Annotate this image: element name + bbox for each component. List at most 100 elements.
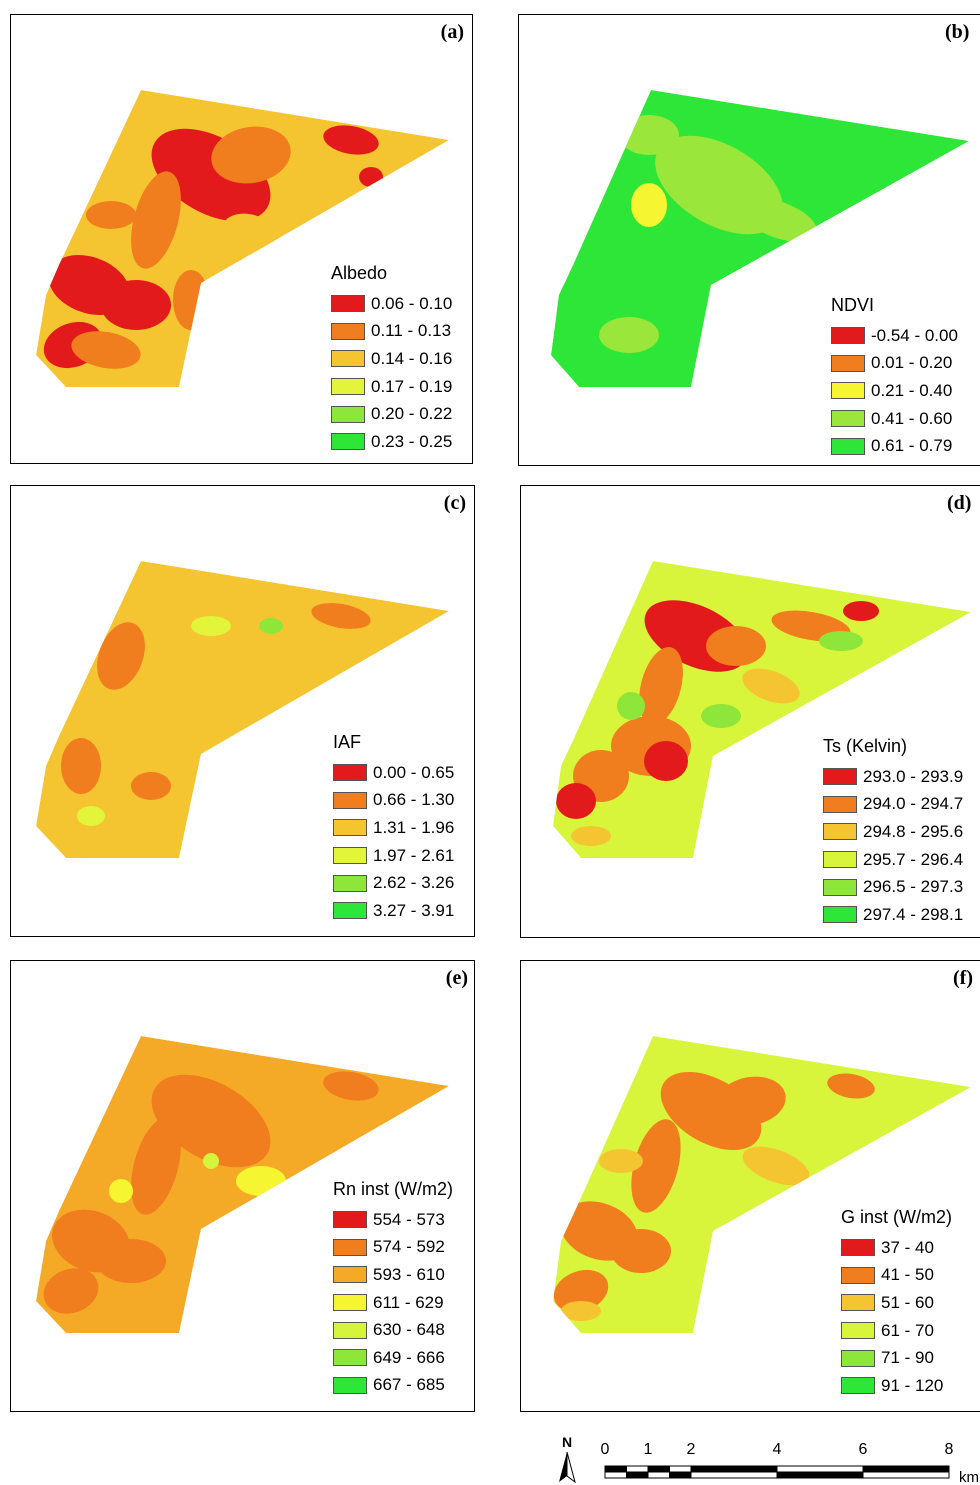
class-patch [827, 1073, 875, 1099]
scale-tick-label: 2 [687, 1441, 696, 1458]
legend-swatch [841, 1377, 875, 1395]
legend-item: 71 - 90 [841, 1344, 952, 1372]
legend-item: 0.21 - 0.40 [831, 377, 958, 405]
scale-segment [626, 1471, 649, 1479]
legend-item: 51 - 60 [841, 1289, 952, 1317]
legend-label: 0.17 - 0.19 [371, 376, 453, 396]
class-patch [639, 647, 683, 725]
legend-swatch [333, 1238, 367, 1256]
scale-segment [669, 1465, 692, 1473]
legend-swatch [823, 851, 857, 869]
legend-item: 0.17 - 0.19 [331, 373, 452, 401]
legend-label: -0.54 - 0.00 [871, 325, 958, 345]
class-patch [236, 1166, 286, 1196]
legend-swatch [841, 1266, 875, 1284]
class-patch [97, 622, 145, 690]
class-patch [561, 1301, 601, 1321]
legend-label: 554 - 573 [373, 1209, 445, 1229]
scale-segment [626, 1465, 649, 1473]
map-panel-ndvi: (b) NDVI -0.54 - 0.00 0.01 - 0.20 0.21 - 0… [518, 14, 980, 466]
legend-swatch [331, 350, 365, 368]
class-patch [599, 317, 659, 353]
legend-item: 1.31 - 1.96 [333, 814, 454, 842]
legend-title: Rn inst (W/m2) [333, 1179, 454, 1199]
legend-item: 3.27 - 3.91 [333, 897, 454, 925]
legend-ndvi: NDVI -0.54 - 0.00 0.01 - 0.20 0.21 - 0.40 0… [831, 295, 958, 460]
legend-swatch [331, 378, 365, 396]
scale-segment [776, 1471, 864, 1479]
class-patch [611, 1229, 671, 1273]
panel-letter: (b) [945, 21, 970, 43]
legend-swatch [333, 764, 367, 782]
legend-item: 593 - 610 [333, 1261, 453, 1289]
legend-swatch [823, 795, 857, 813]
class-patch [551, 348, 609, 372]
legend-label: 61 - 70 [881, 1320, 934, 1340]
legend-title: Ts (Kelvin) [823, 736, 908, 756]
legend-swatch [331, 405, 365, 423]
legend-item: 0.06 - 0.10 [331, 290, 452, 318]
legend-item: 296.5 - 297.3 [823, 873, 963, 901]
legend-title: NDVI [831, 295, 875, 315]
legend-title: G inst (W/m2) [841, 1207, 952, 1227]
legend-item: 0.11 - 0.13 [331, 318, 452, 346]
map-panel-g: (f) G inst (W/m2) 37 - 40 41 - 50 51 - 60 6… [520, 960, 980, 1412]
legend-title: IAF [333, 732, 362, 752]
legend-item: 297.4 - 298.1 [823, 901, 963, 929]
scale-segment [604, 1465, 627, 1473]
legend-swatch [831, 437, 865, 455]
scale-segment [604, 1471, 627, 1479]
legend-swatch [333, 1349, 367, 1367]
class-patch [740, 198, 818, 242]
legend-albedo: Albedo 0.06 - 0.10 0.11 - 0.13 0.14 - 0.16… [331, 263, 452, 456]
legend-item: 295.7 - 296.4 [823, 846, 963, 874]
legend-item: 554 - 573 [333, 1206, 453, 1234]
legend-label: 574 - 592 [373, 1237, 445, 1257]
legend-swatch [333, 1294, 367, 1312]
scale-segment [647, 1465, 670, 1473]
legend-item: 0.14 - 0.16 [331, 345, 452, 373]
g-map [553, 1036, 971, 1333]
scale-segment [862, 1471, 950, 1479]
class-patch [553, 1269, 609, 1313]
legend-item: 649 - 666 [333, 1344, 453, 1372]
scale-segment [862, 1465, 950, 1473]
legend-swatch [333, 1321, 367, 1339]
legend-swatch [841, 1239, 875, 1257]
panel-letter: (a) [440, 21, 464, 43]
class-patch [742, 1146, 810, 1186]
panel-letter: (d) [947, 492, 972, 514]
iaf-map [36, 561, 449, 858]
legend-item: 37 - 40 [841, 1234, 952, 1262]
legend-label: 0.20 - 0.22 [371, 404, 453, 424]
legend-label: 630 - 648 [373, 1320, 445, 1340]
map-panel-iaf: (c) IAF 0.00 - 0.65 0.66 - 1.30 1.31 - 1.9… [10, 485, 475, 937]
map-panel-albedo: (a) Albedo 0.06 - 0.10 0.11 - 0.13 0.14 - … [10, 14, 473, 464]
legend-title: Albedo [331, 263, 388, 283]
class-patch [191, 616, 231, 636]
legend-item: 574 - 592 [333, 1234, 453, 1262]
legend-label: 0.14 - 0.16 [371, 348, 453, 368]
legend-swatch [841, 1294, 875, 1312]
legend-item: 293.0 - 293.9 [823, 763, 963, 791]
legend-label: 41 - 50 [881, 1265, 934, 1285]
class-patch [631, 1119, 681, 1213]
legend-item: 0.01 - 0.20 [831, 350, 958, 378]
class-patch [61, 738, 101, 794]
class-patch [631, 183, 667, 227]
legend-label: 91 - 120 [881, 1375, 944, 1395]
legend-label: 0.41 - 0.60 [871, 408, 953, 428]
legend-swatch [331, 433, 365, 451]
legend-iaf: IAF 0.00 - 0.65 0.66 - 1.30 1.31 - 1.96 1.9… [333, 732, 454, 925]
class-patch [843, 601, 879, 621]
class-patch [211, 126, 291, 184]
legend-swatch [841, 1349, 875, 1367]
legend-label: 0.11 - 0.13 [371, 321, 452, 341]
class-patch [221, 213, 281, 257]
class-patch [799, 135, 879, 175]
legend-item: 0.23 - 0.25 [331, 428, 452, 456]
legend-label: 293.0 - 293.9 [863, 766, 964, 786]
legend-item: 41 - 50 [841, 1262, 952, 1290]
scale-tick-label: 4 [773, 1441, 782, 1458]
legend-swatch [333, 1376, 367, 1394]
